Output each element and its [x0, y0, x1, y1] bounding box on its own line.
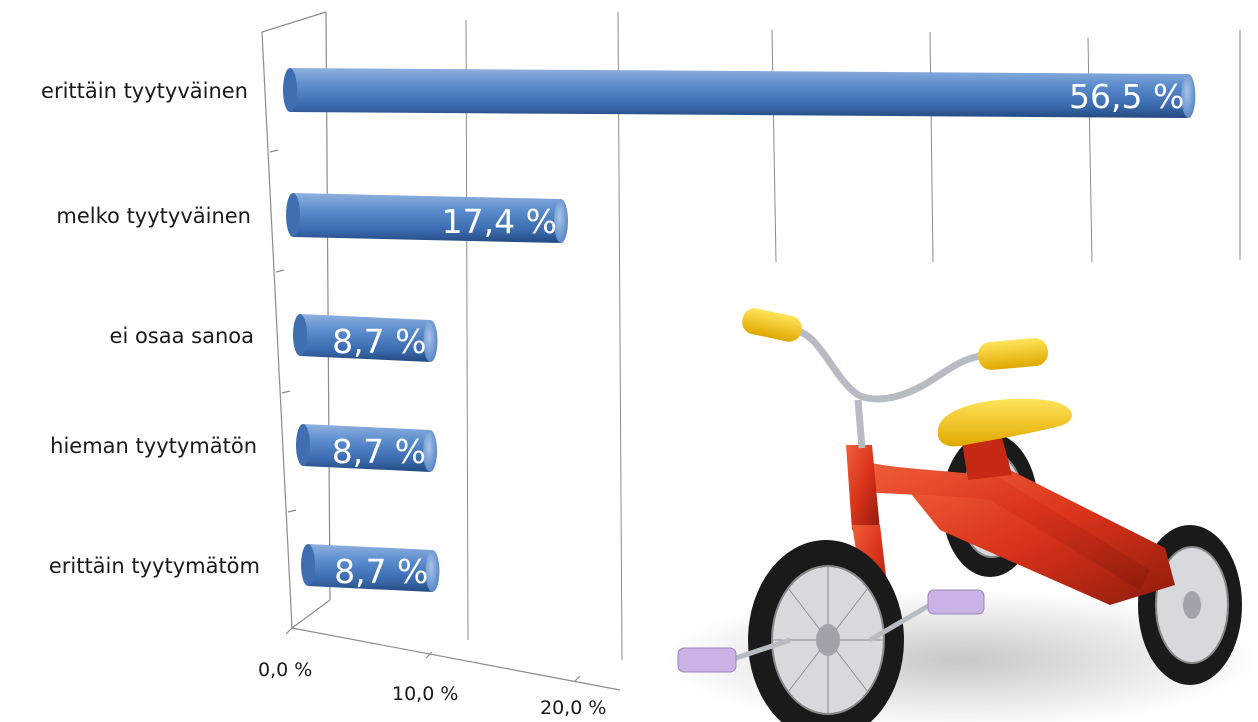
gridline [771, 29, 777, 263]
bar-body [308, 544, 433, 592]
x-tick-label: 10,0 % [392, 683, 458, 705]
bar: 56,5 % [283, 68, 1196, 118]
x-tick-mark [285, 627, 293, 635]
tricycle-icon [630, 268, 1258, 722]
gridline [1087, 37, 1093, 263]
category-label: melko tyytyväinen [56, 204, 251, 228]
bar-start-cap [286, 193, 300, 237]
gridline [617, 11, 623, 661]
bar-end-cap [423, 430, 438, 472]
x-tick-label: 0,0 % [258, 659, 312, 681]
bar: 8,7 % [293, 314, 438, 362]
category-tick [275, 269, 285, 273]
data-label: 56,5 % [1069, 77, 1184, 116]
x-axis-ticks: 0,0 % 10,0 % 20,0 % [258, 627, 606, 719]
x-tick-mark [425, 651, 433, 659]
gridline [929, 31, 934, 263]
bar: 17,4 % [286, 193, 568, 243]
data-label: 17,4 % [442, 202, 557, 241]
bar-end-cap [423, 320, 438, 362]
category-tick [281, 390, 291, 394]
bar-start-cap [283, 68, 297, 112]
category-label: hieman tyytymätön [50, 434, 257, 458]
category-tick [269, 149, 279, 153]
bar-body [293, 193, 561, 243]
bar-start-cap [296, 424, 310, 466]
bar-end-cap [1181, 74, 1196, 118]
category-label: erittäin tyytymätöm [49, 554, 260, 578]
gridline [465, 19, 469, 641]
x-tick-mark [573, 675, 581, 683]
category-tick [287, 509, 297, 513]
bars: 56,5 % 17,4 % 8,7 % 8,7 % 8,7 % [283, 68, 1196, 592]
data-label: 8,7 % [334, 552, 428, 591]
bar-end-cap [425, 550, 440, 592]
bar-end-cap [553, 199, 568, 243]
data-label: 8,7 % [332, 322, 426, 361]
bar: 8,7 % [296, 424, 438, 472]
category-ticks [269, 149, 297, 513]
x-tick-label: 20,0 % [540, 697, 606, 719]
category-label: erittäin tyytyväinen [41, 79, 248, 103]
bar-start-cap [293, 314, 307, 356]
bar-body [303, 424, 431, 472]
category-label: ei osaa sanoa [110, 324, 254, 348]
bar-body [300, 314, 431, 362]
vertical-gridlines [465, 11, 1241, 661]
bar-start-cap [301, 544, 315, 586]
bar-body [290, 68, 1189, 118]
data-label: 8,7 % [332, 432, 426, 471]
category-labels: erittäin tyytyväinen melko tyytyväinen ei … [41, 79, 260, 578]
bar: 8,7 % [301, 544, 440, 592]
